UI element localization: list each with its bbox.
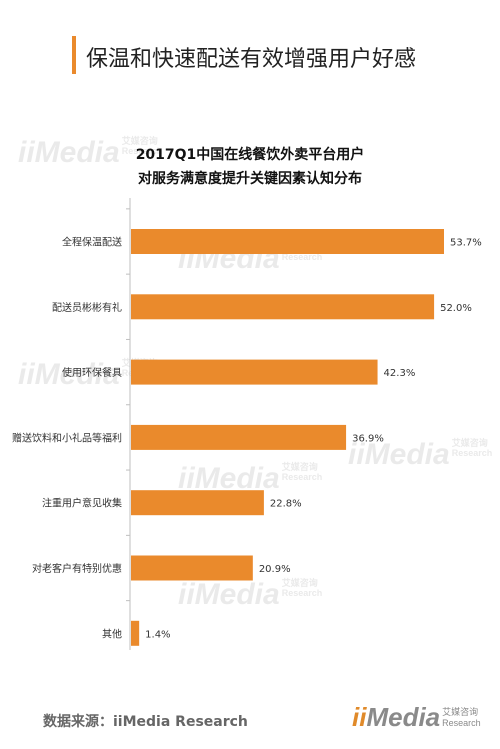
value-label: 36.9% xyxy=(352,433,384,444)
value-label: 42.3% xyxy=(384,368,416,379)
source-note: 数据来源：iiMedia Research xyxy=(43,711,248,731)
category-label: 配送员彬彬有礼 xyxy=(52,301,122,314)
chart-title-line1: 2017Q1中国在线餐饮外卖平台用户 xyxy=(135,147,365,163)
logo-tag-en: Research xyxy=(442,718,481,728)
category-label: 对老客户有特别优惠 xyxy=(32,562,122,575)
logo-tag-cn: 艾媒咨询 xyxy=(442,707,479,717)
source-label: 数据来源： xyxy=(43,714,113,730)
bar xyxy=(131,294,435,320)
category-label: 赠送饮料和小礼品等福利 xyxy=(12,431,122,444)
bar xyxy=(131,490,264,516)
imedia-logo: iiMedia 艾媒咨询 Research xyxy=(352,702,481,733)
logo-word: Media xyxy=(366,702,441,732)
bar xyxy=(131,229,444,254)
value-label: 53.7% xyxy=(450,238,482,249)
bar xyxy=(131,424,347,450)
category-label: 其他 xyxy=(102,627,122,640)
value-label: 52.0% xyxy=(440,303,472,314)
source-value: iiMedia Research xyxy=(113,714,248,730)
bar xyxy=(131,620,140,646)
category-label: 全程保温配送 xyxy=(62,236,122,249)
value-label: 22.8% xyxy=(270,499,302,510)
category-label: 使用环保餐具 xyxy=(62,366,122,379)
value-label: 20.9% xyxy=(259,564,291,575)
value-label: 1.4% xyxy=(145,629,170,640)
headline-accent-bar xyxy=(72,36,76,74)
logo-mark: ii xyxy=(352,702,367,732)
bar xyxy=(131,555,253,581)
bar xyxy=(131,359,378,385)
headline: 保温和快速配送有效增强用户好感 xyxy=(86,47,417,72)
category-label: 注重用户意见收集 xyxy=(42,497,122,510)
chart-title-line2: 对服务满意度提升关键因素认知分布 xyxy=(138,171,362,187)
